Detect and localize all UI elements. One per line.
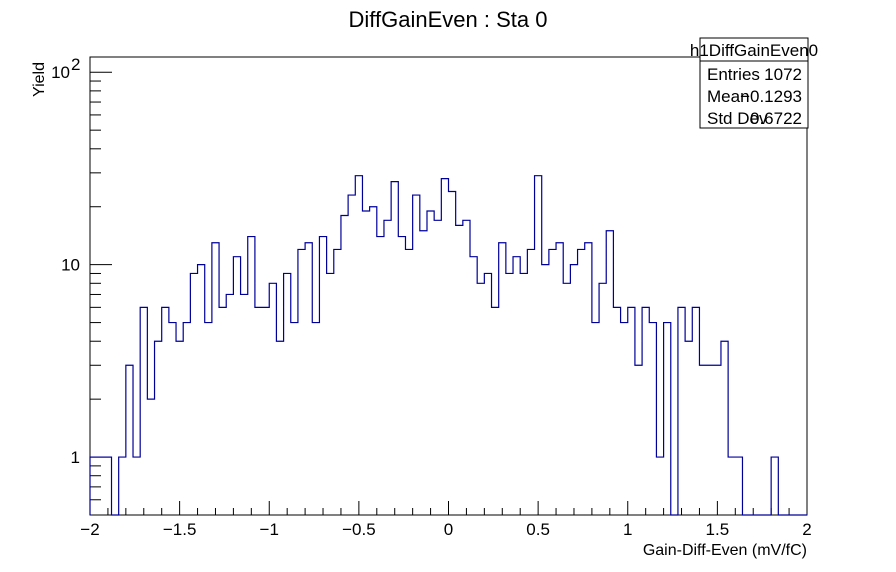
stats-box-name: h1DiffGainEven0 xyxy=(690,41,818,60)
stats-stddev-value: 0.6722 xyxy=(750,109,802,128)
chart-title: DiffGainEven : Sta 0 xyxy=(349,7,548,32)
y-axis-label: Yield xyxy=(31,62,48,97)
stats-entries-value: 1072 xyxy=(764,65,802,84)
x-axis-tick-labels: −2 −1.5 −1 −0.5 0 0.5 1 1.5 2 xyxy=(80,520,811,539)
x-tick-label: −2 xyxy=(80,520,99,539)
x-tick-label: 2 xyxy=(802,520,811,539)
x-axis-ticks xyxy=(89,501,808,515)
stats-entries-label: Entries xyxy=(707,65,760,84)
histogram-series-line xyxy=(89,175,807,516)
stats-box-frame xyxy=(699,37,809,129)
y-axis-ticks xyxy=(90,71,112,516)
y-tick-label: 1 xyxy=(71,448,80,467)
plot-frame xyxy=(89,56,808,516)
y-tick-label: 10 xyxy=(61,256,80,275)
stats-stddev-label: Std Dev xyxy=(707,109,768,128)
x-tick-label: 1 xyxy=(623,520,632,539)
x-tick-label: −0.5 xyxy=(342,520,376,539)
x-tick-label: 0.5 xyxy=(526,520,550,539)
y-tick-label: 10 xyxy=(51,63,70,82)
x-tick-label: 0 xyxy=(444,520,453,539)
x-tick-label: 1.5 xyxy=(706,520,730,539)
stats-mean-value: −0.1293 xyxy=(740,87,802,106)
x-tick-label: −1 xyxy=(260,520,279,539)
x-tick-label: −1.5 xyxy=(163,520,197,539)
stats-box: h1DiffGainEven0 Entries 1072 Mean −0.129… xyxy=(690,37,818,129)
x-axis-label: Gain-Diff-Even (mV/fC) xyxy=(643,542,807,559)
stats-mean-label: Mean xyxy=(707,87,750,106)
y-tick-label-exponent: 2 xyxy=(71,55,80,74)
